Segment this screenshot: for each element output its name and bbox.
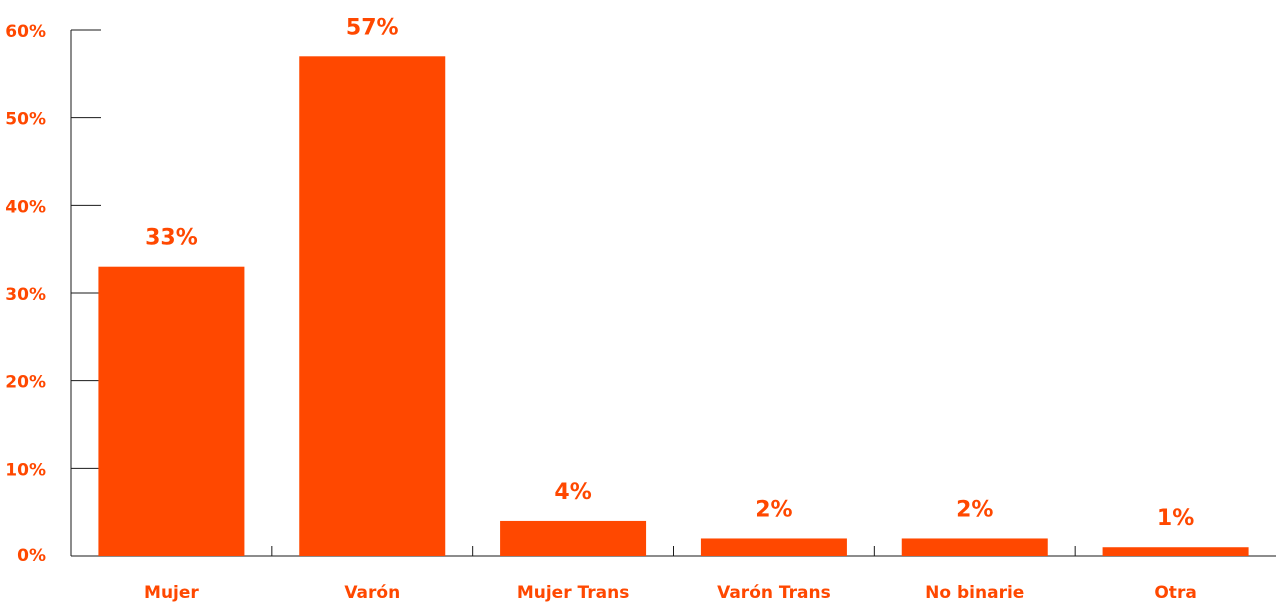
y-tick-label: 20% (5, 373, 46, 393)
x-tick-label: Mujer (144, 583, 199, 603)
y-tick-label: 40% (5, 197, 46, 217)
value-label: 1% (1157, 506, 1194, 531)
x-tick-label: No binarie (925, 583, 1024, 603)
value-label: 2% (956, 497, 993, 522)
bar (500, 520, 647, 556)
y-tick-label: 60% (5, 22, 46, 42)
bar (1102, 547, 1249, 556)
x-tick-label: Otra (1154, 583, 1196, 603)
bar (98, 266, 245, 556)
y-tick-label: 0% (17, 546, 46, 566)
value-label: 2% (755, 497, 792, 522)
bar (901, 538, 1048, 556)
value-label: 4% (554, 480, 591, 505)
bar (700, 538, 847, 556)
value-label: 57% (346, 15, 399, 40)
value-label: 33% (145, 226, 198, 251)
y-tick-label: 30% (5, 285, 46, 305)
y-tick-label: 10% (5, 460, 46, 480)
x-tick-label: Mujer Trans (517, 583, 629, 603)
y-tick-label: 50% (5, 110, 46, 130)
x-tick-label: Varón Trans (717, 583, 831, 603)
x-tick-label: Varón (344, 583, 400, 603)
bar (299, 56, 446, 557)
